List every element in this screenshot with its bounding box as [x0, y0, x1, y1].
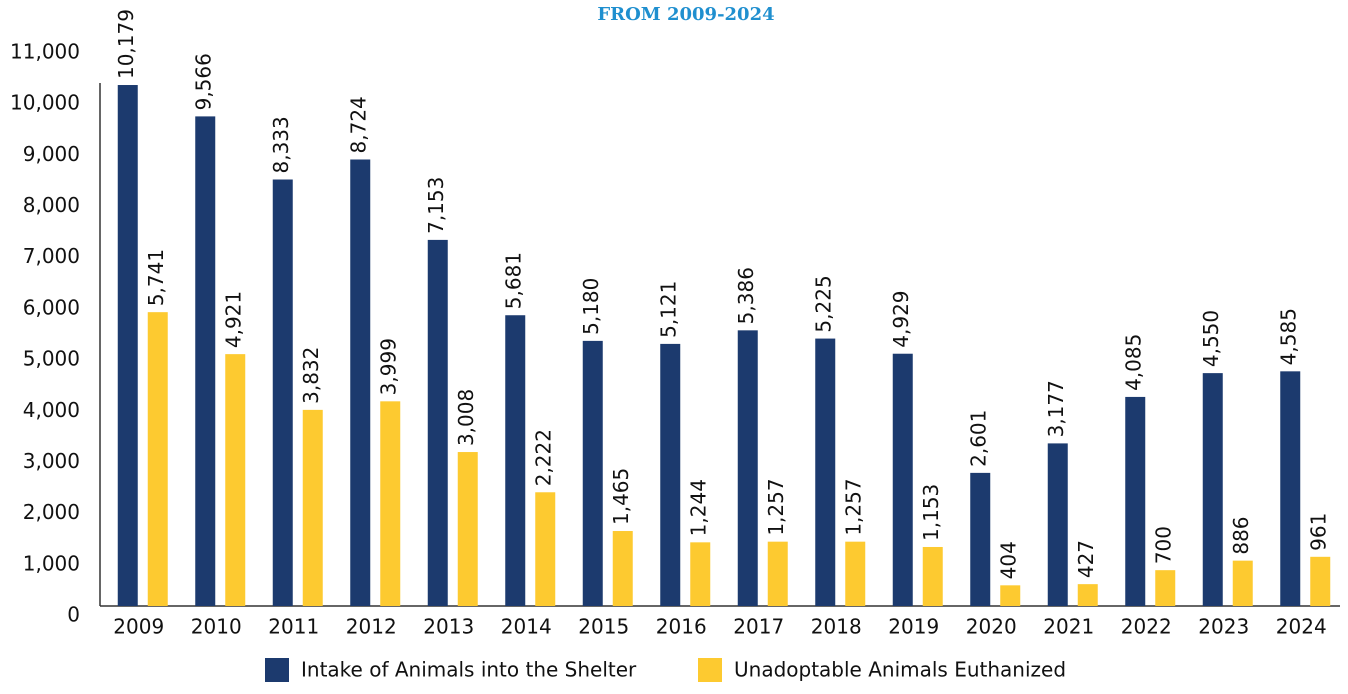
y-tick-label: 1,000 — [23, 551, 80, 575]
legend-label: Unadoptable Animals Euthanized — [734, 658, 1066, 682]
x-tick-label: 2020 — [966, 615, 1017, 639]
x-tick-label: 2019 — [888, 615, 939, 639]
bar — [737, 330, 758, 606]
x-tick-label: 2012 — [346, 615, 397, 639]
x-tick-label: 2011 — [268, 615, 319, 639]
chart-title: FROM 2009-2024 — [597, 4, 774, 25]
x-tick-label: 2021 — [1043, 615, 1094, 639]
value-label: 2,601 — [967, 410, 991, 467]
value-label: 1,244 — [687, 479, 711, 536]
bar — [380, 401, 401, 606]
legend-swatch — [698, 658, 722, 682]
bar — [1310, 556, 1331, 606]
y-tick-label: 4,000 — [23, 398, 80, 422]
value-label: 404 — [997, 541, 1021, 579]
bar — [892, 353, 913, 606]
bar — [970, 472, 991, 606]
value-label: 5,225 — [812, 275, 836, 332]
bar — [427, 239, 448, 606]
value-label: 5,180 — [579, 278, 603, 335]
x-tick-label: 2017 — [733, 615, 784, 639]
value-label: 5,741 — [144, 249, 168, 306]
bar — [582, 340, 603, 606]
value-label: 8,724 — [347, 96, 371, 153]
bar — [1000, 585, 1021, 606]
bar — [195, 116, 216, 607]
x-tick-label: 2023 — [1198, 615, 1249, 639]
bar — [690, 542, 711, 606]
bar — [1047, 443, 1068, 606]
bar — [1280, 371, 1301, 606]
value-label: 1,257 — [764, 478, 788, 535]
bar — [272, 179, 293, 607]
bar — [1077, 584, 1098, 606]
value-label: 2,222 — [532, 429, 556, 486]
value-label: 3,832 — [299, 347, 323, 404]
bar — [535, 492, 556, 606]
y-tick-label: 5,000 — [23, 347, 80, 371]
value-label: 5,386 — [734, 267, 758, 324]
y-tick-label: 9,000 — [23, 142, 80, 166]
x-tick-label: 2022 — [1121, 615, 1172, 639]
y-tick-label: 8,000 — [23, 193, 80, 217]
x-tick-label: 2009 — [113, 615, 164, 639]
y-tick-label: 2,000 — [23, 500, 80, 524]
x-tick-label: 2016 — [656, 615, 707, 639]
value-label: 7,153 — [424, 177, 448, 234]
bar — [1155, 570, 1176, 606]
bar — [660, 343, 681, 606]
value-label: 3,008 — [454, 389, 478, 446]
value-label: 1,153 — [919, 484, 943, 541]
y-tick-label: 3,000 — [23, 449, 80, 473]
value-label: 4,585 — [1277, 308, 1301, 365]
value-label: 1,465 — [609, 468, 633, 525]
legend-swatch — [265, 658, 289, 682]
x-tick-label: 2010 — [191, 615, 242, 639]
value-label: 700 — [1152, 526, 1176, 564]
bar — [612, 531, 633, 606]
x-tick-label: 2015 — [578, 615, 629, 639]
x-tick-label: 2018 — [811, 615, 862, 639]
value-label: 4,550 — [1199, 310, 1223, 367]
bar — [815, 338, 836, 606]
bar — [922, 546, 943, 606]
value-label: 886 — [1229, 516, 1253, 554]
bar — [767, 541, 788, 606]
legend-label: Intake of Animals into the Shelter — [301, 658, 637, 682]
value-label: 4,085 — [1122, 334, 1146, 391]
value-label: 9,566 — [192, 53, 216, 110]
bar — [1232, 560, 1253, 606]
bar — [1202, 373, 1223, 606]
value-label: 8,333 — [269, 116, 293, 173]
bar — [302, 409, 323, 606]
y-tick-label: 0 — [67, 603, 80, 627]
value-label: 5,681 — [502, 252, 526, 309]
value-label: 4,929 — [889, 290, 913, 347]
value-label: 961 — [1307, 513, 1331, 551]
value-label: 1,257 — [842, 478, 866, 535]
x-tick-label: 2013 — [423, 615, 474, 639]
y-tick-label: 11,000 — [10, 40, 80, 64]
value-label: 3,177 — [1044, 380, 1068, 437]
bar — [225, 354, 246, 606]
x-tick-label: 2024 — [1276, 615, 1327, 639]
y-tick-label: 6,000 — [23, 295, 80, 319]
value-label: 4,921 — [222, 291, 246, 348]
value-label: 427 — [1074, 540, 1098, 578]
bar — [845, 541, 866, 606]
bar — [505, 315, 526, 606]
x-tick-label: 2014 — [501, 615, 552, 639]
bar — [1125, 396, 1146, 606]
bar — [147, 312, 168, 606]
y-tick-label: 7,000 — [23, 244, 80, 268]
y-tick-label: 10,000 — [10, 91, 80, 115]
value-label: 5,121 — [657, 281, 681, 338]
bar — [350, 159, 371, 607]
bar — [457, 452, 478, 606]
value-label: 10,179 — [114, 9, 138, 79]
bar — [117, 85, 138, 607]
value-label: 3,999 — [377, 338, 401, 395]
